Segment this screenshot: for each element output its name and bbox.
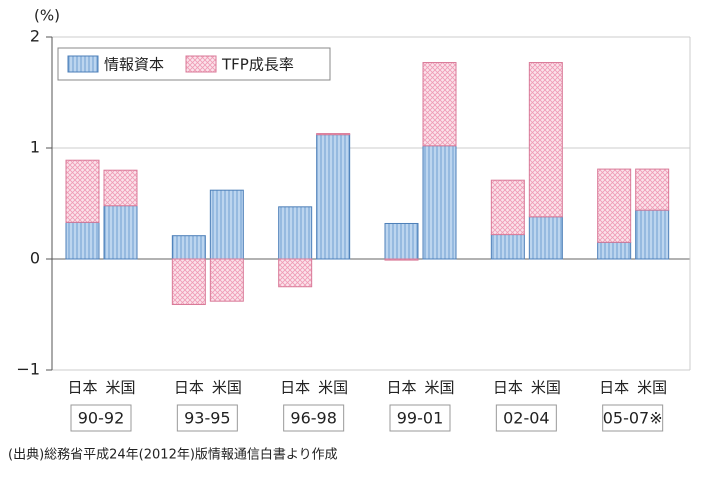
x-subcategory-label: 日本 <box>599 379 629 397</box>
x-tick-label: 99-01 <box>397 409 444 428</box>
category-box <box>602 404 664 432</box>
bar-segment <box>209 189 244 260</box>
bar-segment <box>528 62 563 218</box>
category-box <box>283 404 345 432</box>
legend-swatch <box>67 55 99 73</box>
bar-segment <box>384 258 419 261</box>
x-subcategory-label: 米国 <box>531 379 561 397</box>
bar-segment <box>422 145 457 260</box>
legend-label: TFP成長率 <box>221 56 294 74</box>
bar-segment <box>316 134 351 260</box>
x-subcategory-label: 米国 <box>424 379 454 397</box>
y-axis-label: (%) <box>34 7 60 25</box>
bar-segment <box>490 234 525 260</box>
x-subcategory-label: 米国 <box>212 379 242 397</box>
category-box <box>70 404 132 432</box>
bar-segment <box>65 159 100 223</box>
bar-segment <box>171 235 206 260</box>
x-tick-label: 02-04 <box>503 409 550 428</box>
bar-segment <box>597 241 632 260</box>
source-note: (出典)総務省平成24年(2012年)版情報通信白書より作成 <box>8 447 338 463</box>
category-box <box>176 404 238 432</box>
bar-segment <box>528 216 563 260</box>
x-subcategory-label: 日本 <box>67 379 97 397</box>
bar-segment <box>65 221 100 260</box>
bar-segment <box>597 168 632 243</box>
legend-label: 情報資本 <box>104 56 164 74</box>
bar-segment <box>103 169 138 207</box>
y-tick-label: 2 <box>30 27 40 46</box>
x-subcategory-label: 日本 <box>386 379 416 397</box>
bar-segment <box>635 209 670 260</box>
bar-segment <box>278 258 313 288</box>
bar-segment <box>384 222 419 260</box>
x-tick-label: 05-07※ <box>603 409 663 428</box>
y-tick-label: 0 <box>30 249 40 268</box>
category-box <box>495 404 557 432</box>
x-subcategory-label: 日本 <box>493 379 523 397</box>
x-tick-label: 90-92 <box>78 409 125 428</box>
x-subcategory-label: 米国 <box>318 379 348 397</box>
bar-segment <box>171 258 206 306</box>
bar-segment <box>490 179 525 236</box>
x-subcategory-label: 米国 <box>105 379 135 397</box>
bar-segment <box>209 258 244 302</box>
x-tick-label: 93-95 <box>184 409 231 428</box>
bar-segment <box>316 133 351 136</box>
x-subcategory-label: 日本 <box>280 379 310 397</box>
bar-segment <box>278 206 313 260</box>
bar-segment <box>422 62 457 147</box>
x-subcategory-label: 日本 <box>174 379 204 397</box>
x-tick-label: 96-98 <box>290 409 337 428</box>
category-box <box>389 404 451 432</box>
y-tick-label: 1 <box>30 138 40 157</box>
x-subcategory-label: 米国 <box>637 379 667 397</box>
bar-segment <box>103 205 138 260</box>
legend-swatch <box>185 55 217 73</box>
bar-segment <box>635 168 670 211</box>
y-tick-label: −1 <box>16 360 40 379</box>
